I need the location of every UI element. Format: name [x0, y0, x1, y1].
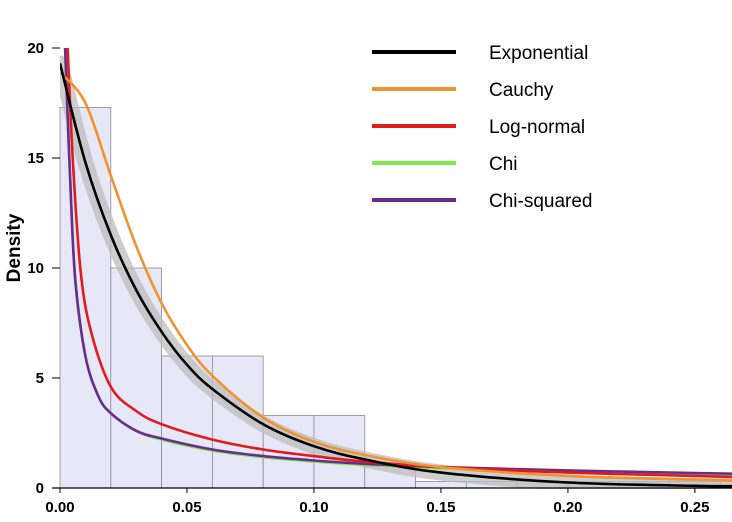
- axes: 0.00 0.05 0.10 0.15 0.20 0.25 0 5 10 15 20: [27, 40, 732, 516]
- x-tick-label: 0.10: [299, 499, 328, 516]
- legend-label-chi: Chi: [489, 154, 518, 175]
- y-tick-label: 20: [27, 40, 44, 57]
- series-lines: [60, 47, 732, 488]
- series-line-chi-squared: [63, 47, 732, 475]
- y-axis-title: Density: [4, 213, 25, 282]
- x-tick-label: 0.20: [553, 499, 582, 516]
- y-tick-label: 10: [27, 260, 44, 277]
- x-tick-label: 0.15: [426, 499, 455, 516]
- x-tick-label: 0.00: [45, 499, 74, 516]
- y-tick-label: 5: [36, 370, 44, 387]
- x-tick-label: 0.05: [172, 499, 201, 516]
- y-tick-label: 15: [27, 150, 44, 167]
- legend: Exponential Cauchy Log-normal Chi Chi-square…: [372, 43, 593, 212]
- legend-label-cauchy: Cauchy: [489, 80, 554, 101]
- series-line-exponential: [60, 63, 732, 488]
- x-tick-label: 0.25: [680, 499, 709, 516]
- series-line-cauchy: [60, 71, 732, 482]
- y-tick-label: 0: [36, 480, 44, 497]
- legend-label-log-normal: Log-normal: [489, 117, 585, 138]
- legend-label-chi-squared: Chi-squared: [489, 191, 593, 212]
- series-line-log-normal: [66, 47, 732, 479]
- legend-label-exponential: Exponential: [489, 43, 588, 64]
